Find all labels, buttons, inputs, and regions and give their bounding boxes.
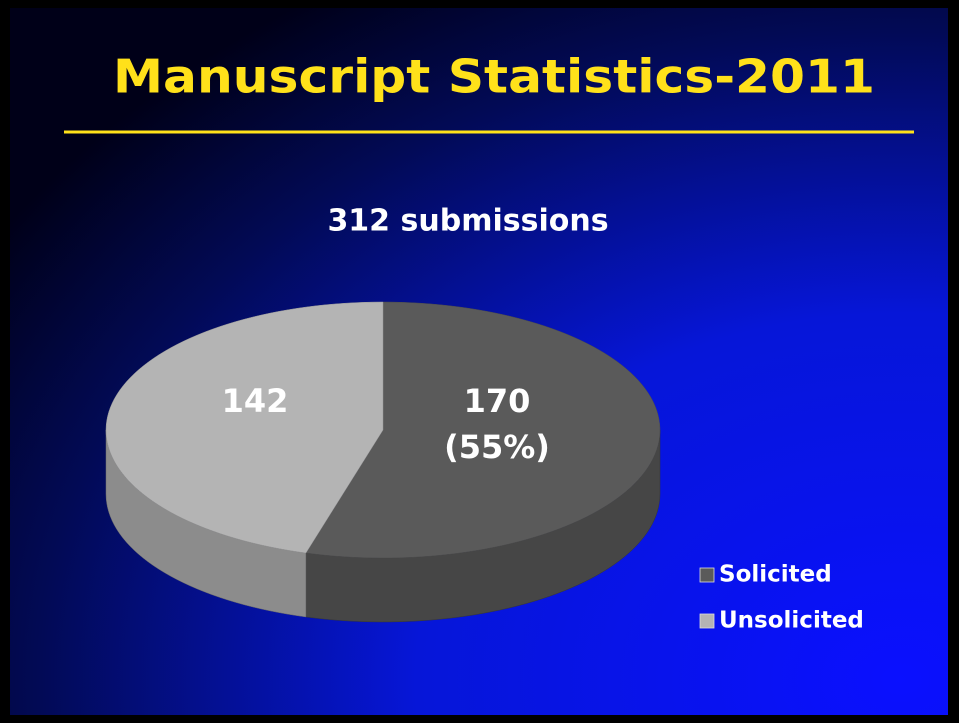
chart-title: Manuscript Statistics-2011 [113, 50, 875, 104]
legend-label: Solicited [719, 562, 832, 588]
legend-label: Unsolicited [719, 608, 864, 634]
pie-slice [305, 301, 661, 559]
legend-swatch [699, 567, 715, 583]
value-label: 142 [222, 382, 289, 420]
legend-swatch [699, 613, 715, 629]
value-label: 170 (55%) [444, 382, 550, 466]
pie-slice [105, 301, 384, 554]
chart-subtitle: 312 submissions [327, 204, 608, 239]
